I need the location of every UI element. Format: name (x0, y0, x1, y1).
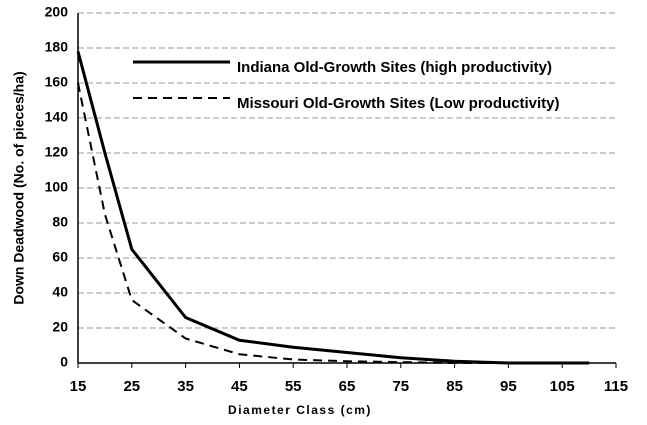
x-tick-label: 85 (446, 378, 463, 395)
series-line (77, 82, 590, 364)
x-tick-label: 45 (231, 378, 248, 395)
y-tick-label: 160 (45, 74, 69, 90)
y-tick-label: 20 (52, 319, 68, 335)
x-axis-label: Diameter Class (cm) (228, 403, 372, 417)
y-tick-label: 80 (52, 214, 68, 230)
x-tick-label: 25 (123, 378, 140, 395)
y-axis-label: Down Deadwood (No. of pieces/ha) (11, 71, 27, 304)
y-tick-label: 200 (45, 4, 69, 20)
x-tick-label: 75 (392, 378, 409, 395)
x-tick-label: 105 (550, 378, 575, 395)
y-tick-label: 180 (45, 39, 69, 55)
x-tick-label: 15 (70, 378, 87, 395)
y-tick-label: 60 (52, 249, 68, 265)
x-tick-label: 115 (604, 378, 628, 395)
legend-label: Indiana Old-Growth Sites (high productiv… (237, 59, 552, 76)
y-tick-label: 0 (60, 354, 68, 370)
y-tick-label: 100 (45, 179, 69, 195)
y-tick-label: 140 (45, 109, 69, 125)
x-tick-label: 65 (339, 378, 356, 395)
y-tick-label: 120 (45, 144, 69, 160)
series-line (76, 51, 590, 365)
x-tick-label: 35 (177, 378, 194, 395)
x-tick-label: 95 (500, 378, 517, 395)
x-tick-label: 55 (285, 378, 302, 395)
legend-label: Missouri Old-Growth Sites (Low productiv… (237, 95, 560, 112)
y-tick-label: 40 (52, 284, 68, 300)
